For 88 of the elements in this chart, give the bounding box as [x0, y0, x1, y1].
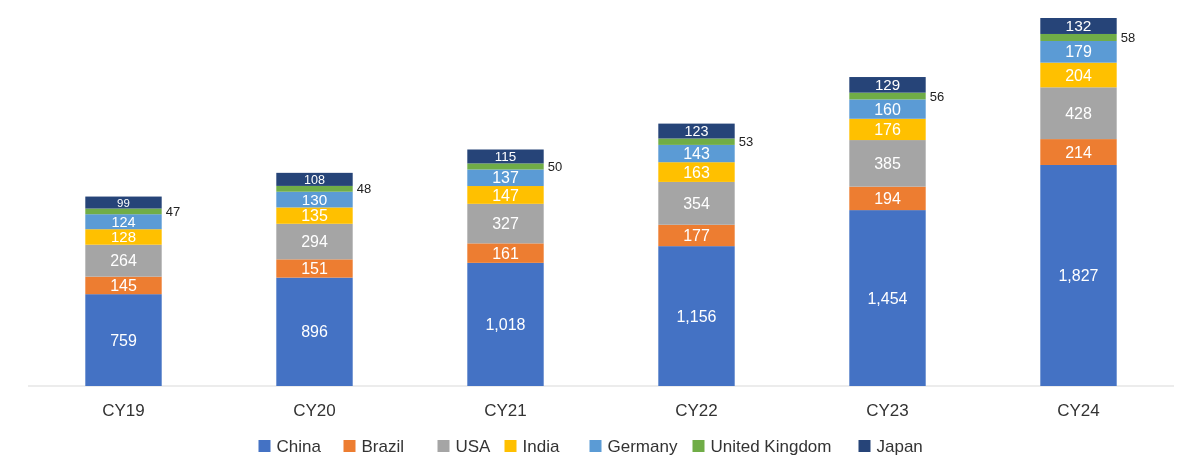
legend-label: Brazil	[361, 436, 405, 456]
data-label: 56	[929, 88, 945, 104]
bar	[1040, 40, 1117, 63]
data-label: 50	[547, 158, 563, 174]
bar	[276, 207, 353, 224]
bar	[85, 229, 162, 245]
data-label: 177	[683, 227, 710, 245]
data-label: 147	[492, 186, 519, 204]
data-label: 53	[738, 134, 754, 150]
data-label: 1,156	[676, 307, 717, 325]
bar	[276, 223, 353, 260]
data-label: 896	[301, 323, 328, 341]
bar	[658, 162, 735, 182]
data-label: 1,827	[1058, 267, 1099, 285]
data-label: 160	[874, 100, 901, 118]
data-label: 179	[1065, 43, 1092, 61]
data-label: 161	[492, 244, 519, 262]
bar	[658, 181, 735, 225]
bar	[467, 149, 544, 164]
data-label: 294	[301, 233, 328, 251]
bar	[1040, 139, 1117, 165]
x-tick-label: CY19	[102, 401, 145, 420]
bar	[1040, 33, 1117, 41]
data-label: 214	[1065, 143, 1092, 161]
data-label: 176	[874, 121, 901, 139]
data-label: 128	[111, 228, 136, 246]
data-label: 1,018	[485, 316, 526, 334]
data-label: 1,454	[867, 289, 908, 307]
bar	[849, 118, 926, 141]
bar	[276, 185, 353, 192]
data-label: 132	[1065, 17, 1092, 35]
data-label: 194	[874, 189, 901, 207]
bar	[467, 243, 544, 263]
legend-label: Germany	[607, 436, 678, 456]
data-label: 759	[110, 331, 137, 349]
data-label: 264	[110, 252, 137, 270]
bar	[467, 203, 544, 244]
bar	[85, 294, 162, 386]
x-tick-label: CY20	[293, 401, 336, 420]
x-tick-label: CY24	[1057, 401, 1100, 420]
bar	[1040, 87, 1117, 140]
data-label: 145	[110, 277, 137, 295]
legend-label: United Kingdom	[710, 436, 832, 456]
bar	[467, 169, 544, 187]
bar	[658, 138, 735, 145]
bar	[467, 262, 544, 386]
data-label: 129	[874, 76, 901, 94]
bar	[467, 186, 544, 204]
data-label: 385	[874, 154, 901, 172]
legend-label: Japan	[876, 436, 923, 456]
data-label: 143	[683, 145, 710, 163]
legend-label: India	[522, 436, 560, 456]
bar	[849, 210, 926, 386]
bar	[658, 246, 735, 386]
data-label: 151	[301, 260, 328, 278]
data-label: 135	[301, 207, 328, 225]
data-label: 48	[356, 181, 372, 197]
data-label: 137	[492, 169, 519, 187]
data-label: 354	[683, 194, 710, 212]
data-label: 428	[1065, 104, 1092, 122]
data-label: 47	[165, 203, 181, 219]
bar	[276, 277, 353, 386]
bar	[849, 77, 926, 93]
bar	[276, 259, 353, 278]
x-tick-label: CY21	[484, 401, 527, 420]
legend-label: USA	[455, 436, 492, 456]
bar	[1040, 18, 1117, 34]
data-label: 108	[304, 172, 325, 187]
data-label: 163	[683, 163, 710, 181]
bar	[85, 196, 162, 209]
legend-label: China	[276, 436, 322, 456]
bar	[467, 163, 544, 170]
data-label: 115	[494, 149, 517, 165]
data-label: 123	[684, 123, 709, 140]
bar	[85, 244, 162, 277]
bar	[849, 99, 926, 119]
data-label: 327	[492, 215, 519, 233]
bar	[658, 224, 735, 247]
data-label: 204	[1065, 66, 1092, 84]
bar	[1040, 164, 1117, 386]
data-label: 58	[1120, 30, 1136, 46]
data-label: 130	[301, 190, 328, 208]
bar	[85, 214, 162, 230]
x-tick-label: CY23	[866, 401, 909, 420]
x-tick-label: CY22	[675, 401, 718, 420]
data-label: 124	[111, 213, 136, 230]
bar	[849, 140, 926, 187]
data-label: 99	[117, 196, 130, 209]
